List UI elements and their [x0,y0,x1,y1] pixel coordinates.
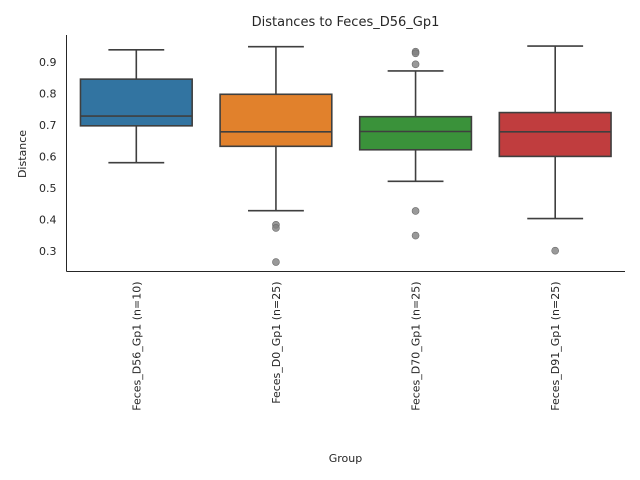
outlier-point [411,60,420,69]
x-axis-label: Group [329,452,363,465]
x-tick-label: Feces_D91_Gp1 (n=25) [549,282,562,411]
outlier-point [272,224,280,232]
y-tick-label: 0.8 [39,87,57,100]
chart-title: Distances to Feces_D56_Gp1 [252,15,440,30]
outlier-point [411,49,420,58]
y-tick-label: 0.4 [39,213,57,226]
x-tick-label: Feces_D0_Gp1 (n=25) [270,282,283,404]
outlier-point [551,246,559,255]
outlier-point [411,207,420,215]
outlier-point [272,258,280,266]
x-axis-ticks: Feces_D56_Gp1 (n=10) Feces_D0_Gp1 (n=25) F… [130,282,562,411]
box [358,115,473,151]
y-axis-label: Distance [16,130,29,178]
y-tick-label: 0.5 [39,182,57,195]
box-group [358,47,473,240]
box-group [498,45,612,255]
x-tick-label: Feces_D56_Gp1 (n=10) [130,282,143,411]
y-tick-label: 0.9 [39,56,57,69]
y-tick-label: 0.3 [39,245,57,258]
y-axis-ticks: 0.3 0.4 0.5 0.6 0.7 0.8 0.9 [39,56,57,258]
outlier-point [411,231,420,240]
box [498,111,612,158]
box [79,78,193,127]
plot-area [79,45,612,266]
box [219,93,333,148]
y-tick-label: 0.7 [39,119,57,132]
y-tick-label: 0.6 [39,150,57,163]
box-group [219,45,333,266]
box-group [79,49,193,164]
x-tick-label: Feces_D70_Gp1 (n=25) [410,282,423,411]
